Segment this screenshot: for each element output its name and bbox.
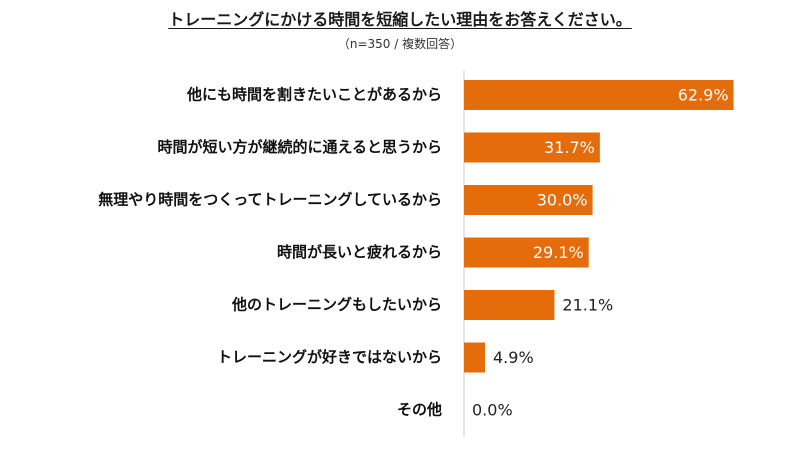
category-label: その他 xyxy=(397,401,442,419)
data-label: 30.0% xyxy=(537,191,588,210)
bar xyxy=(464,342,485,373)
category-label: 他のトレーニングもしたいから xyxy=(231,296,442,314)
bar xyxy=(464,132,600,163)
data-label: 0.0% xyxy=(472,401,513,420)
category-label: 時間が短い方が継続的に通えると思うから xyxy=(157,138,442,156)
data-label: 62.9% xyxy=(678,86,729,105)
bar xyxy=(464,185,593,215)
data-label: 4.9% xyxy=(493,348,534,367)
data-label: 31.7% xyxy=(544,138,595,157)
chart-title: トレーニングにかける時間を短縮したい理由をお答えください。 xyxy=(0,6,800,30)
chart-subtitle: （n=350 / 複数回答） xyxy=(337,37,463,51)
data-label: 21.1% xyxy=(562,296,613,315)
category-label: 時間が長いと疲れるから xyxy=(277,243,442,261)
chart-title-text: トレーニングにかける時間を短縮したい理由をお答えください。 xyxy=(168,10,632,29)
category-label: 他にも時間を割きたいことがあるから xyxy=(186,86,442,104)
category-label: 無理やり時間をつくってトレーニングしているから xyxy=(98,191,442,209)
bar xyxy=(464,290,555,320)
bar xyxy=(464,237,589,268)
bar xyxy=(464,80,734,110)
data-label: 29.1% xyxy=(533,243,584,262)
category-label: トレーニングが好きではないから xyxy=(217,348,442,366)
